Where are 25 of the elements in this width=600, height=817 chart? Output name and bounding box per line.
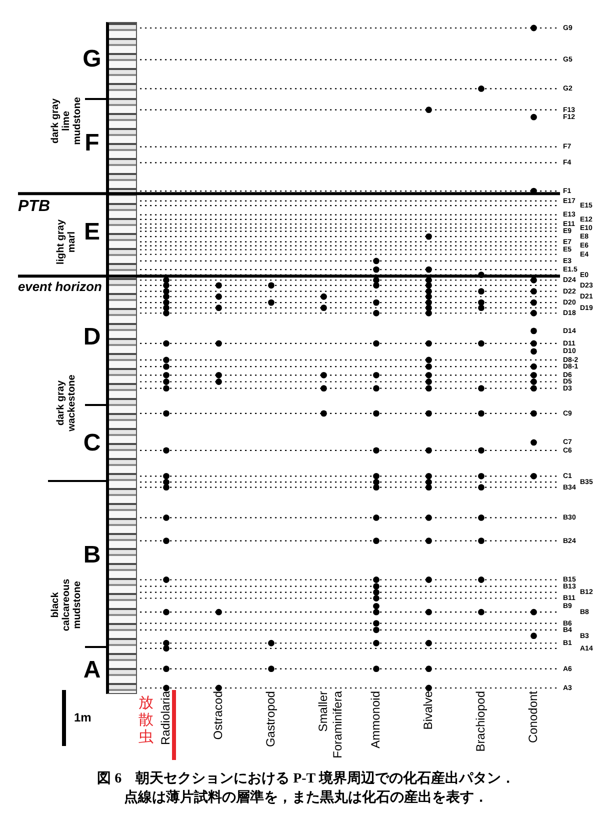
text: F xyxy=(84,130,100,157)
text: dark gray lime mudstone xyxy=(50,96,83,145)
text: black calcareous mudstone xyxy=(50,578,83,632)
ref-line-label: event horizon xyxy=(18,279,102,294)
text: B xyxy=(83,542,101,569)
text: dark gray wackestone xyxy=(55,374,78,432)
text: G xyxy=(82,46,102,73)
text: C xyxy=(83,430,101,457)
ref-line-label: PTB xyxy=(18,198,50,216)
text: 放散虫 xyxy=(138,694,154,746)
text: light gray marl xyxy=(55,219,78,265)
x-tick-label: Smaller Foraminifera xyxy=(316,690,344,758)
x-tick-label: Ammonoid xyxy=(368,691,383,748)
text: D xyxy=(83,324,101,351)
x-tick-label: Bivalve xyxy=(421,690,436,730)
x-tick-label: Conodont xyxy=(526,690,540,744)
text: A xyxy=(83,656,101,684)
x-tick-label: Brachiopod xyxy=(474,691,488,752)
x-tick-label: Ostracod xyxy=(211,691,226,740)
y-axis-title: 1m xyxy=(74,710,92,724)
x-tick-label: Radiolaria xyxy=(158,690,173,746)
text: E xyxy=(84,218,100,246)
caption: 図 6 朝天セクションにおける P-T 境界周辺での化石産出パタン． xyxy=(97,770,515,787)
x-tick-label: Gastropod xyxy=(264,691,278,748)
text: 点線は薄片試料の層準を，また黒丸は化石の産出を表す． xyxy=(124,788,488,806)
